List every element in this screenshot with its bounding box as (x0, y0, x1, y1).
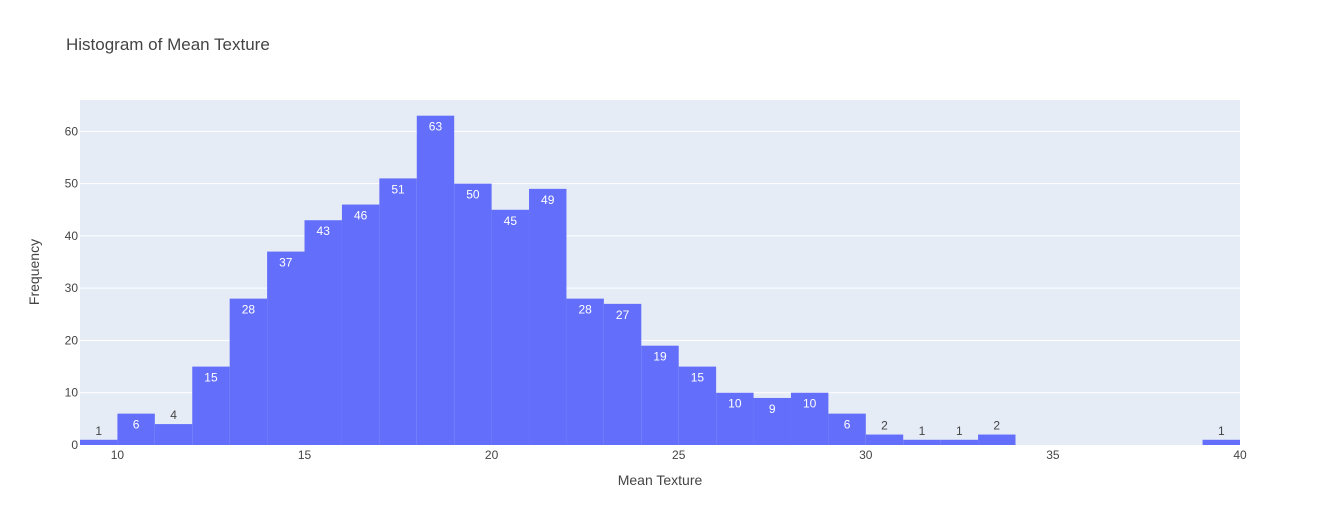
bar-value-label: 1 (956, 424, 963, 438)
x-tick-label: 10 (111, 448, 125, 462)
y-axis-ticks: 0 10 20 30 40 50 60 (65, 124, 79, 452)
bar-value-label: 15 (204, 371, 218, 385)
histogram-bar (267, 251, 305, 445)
histogram-bar (154, 424, 193, 445)
histogram-bar (192, 366, 230, 445)
chart-title: Histogram of Mean Texture (66, 35, 270, 54)
bar-value-label: 6 (133, 418, 140, 432)
bar-value-label: 10 (803, 397, 817, 411)
y-tick-label: 0 (71, 438, 78, 452)
x-axis-ticks: 10 15 20 25 30 35 40 (111, 448, 1247, 462)
histogram-bar (603, 303, 642, 445)
histogram-bar (641, 345, 679, 445)
x-tick-label: 15 (298, 448, 312, 462)
y-tick-label: 50 (65, 177, 79, 191)
y-tick-label: 60 (65, 124, 79, 138)
bar-value-label: 63 (429, 120, 443, 134)
x-tick-label: 25 (672, 448, 686, 462)
y-tick-label: 20 (65, 333, 79, 347)
bar-value-label: 10 (728, 397, 742, 411)
bar-value-label: 28 (578, 303, 592, 317)
bar-value-label: 37 (279, 256, 293, 270)
bar-value-label: 45 (504, 214, 518, 228)
histogram-bar (117, 413, 155, 445)
y-tick-label: 30 (65, 281, 79, 295)
histogram-bar (416, 115, 455, 445)
histogram-bar (491, 209, 530, 445)
bar-value-label: 51 (391, 182, 405, 196)
x-axis-title: Mean Texture (618, 472, 703, 488)
histogram-bar (940, 439, 979, 445)
histogram-bar (304, 220, 342, 445)
bar-value-label: 4 (170, 408, 177, 422)
bar-value-label: 43 (317, 224, 331, 238)
histogram-bar (379, 178, 417, 445)
histogram-bar (678, 366, 717, 445)
histogram-bar (790, 392, 829, 445)
histogram-bar (566, 298, 604, 445)
y-tick-label: 10 (65, 386, 79, 400)
histogram-bar (229, 298, 268, 445)
bar-value-label: 50 (466, 188, 480, 202)
histogram-bar (828, 413, 866, 445)
y-tick-label: 40 (65, 229, 79, 243)
histogram-bar (80, 439, 118, 445)
bars (80, 115, 1240, 446)
histogram-bar (978, 434, 1016, 445)
x-tick-label: 35 (1046, 448, 1060, 462)
bar-value-label: 1 (1218, 424, 1225, 438)
bar-value-label: 19 (653, 350, 667, 364)
bar-value-label: 6 (844, 418, 851, 432)
histogram-bar (341, 204, 380, 445)
bar-value-label: 1 (919, 424, 926, 438)
y-axis-title: Frequency (26, 239, 42, 305)
histogram-bar (716, 392, 754, 445)
bar-value-label: 49 (541, 193, 555, 207)
x-tick-label: 20 (485, 448, 499, 462)
x-tick-label: 30 (859, 448, 873, 462)
bar-value-label: 2 (881, 419, 888, 433)
histogram-bar (753, 397, 791, 445)
histogram-bar (1202, 439, 1240, 445)
bar-value-label: 15 (691, 371, 705, 385)
histogram-bar (865, 434, 904, 445)
bar-value-label: 46 (354, 209, 368, 223)
histogram-bar (454, 183, 492, 446)
bar-labels: 1 6 4 15 28 37 43 46 51 63 50 45 49 28 27 19 15 10 9 10 6 2 1 1… (95, 120, 1225, 438)
x-tick-label: 40 (1233, 448, 1247, 462)
bar-value-label: 9 (769, 402, 776, 416)
histogram-bar (903, 439, 941, 445)
bar-value-label: 28 (242, 303, 256, 317)
bar-value-label: 27 (616, 308, 630, 322)
bar-value-label: 1 (95, 424, 102, 438)
histogram-bar (529, 188, 567, 445)
bar-value-label: 2 (993, 419, 1000, 433)
